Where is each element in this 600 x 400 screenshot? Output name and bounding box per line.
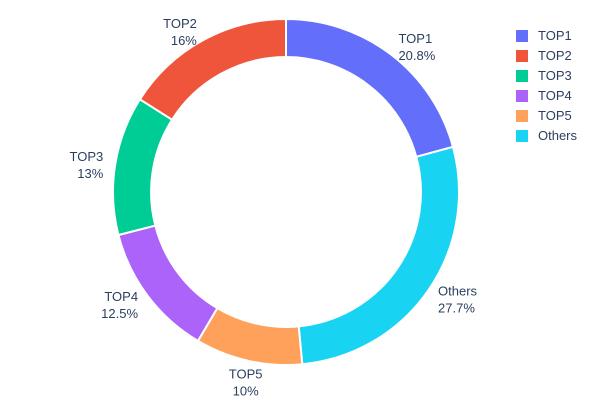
slice-label-percent-top2: 16% xyxy=(171,33,197,48)
legend-swatch-top2 xyxy=(516,50,528,62)
pie-slice-top2[interactable] xyxy=(138,17,287,122)
legend-item-top4[interactable]: TOP4 xyxy=(516,86,577,106)
slice-label-percent-top5: 10% xyxy=(233,384,259,399)
legend-swatch-others xyxy=(516,130,528,142)
legend-label: Others xyxy=(538,128,578,143)
pie-slice-top3[interactable] xyxy=(112,97,174,237)
slice-label-percent-top3: 13% xyxy=(77,166,103,181)
slice-label-name-others: Others xyxy=(438,283,478,298)
slice-label-name-top4: TOP4 xyxy=(104,289,138,304)
legend-label: TOP1 xyxy=(538,28,572,43)
legend-label: TOP5 xyxy=(538,108,572,123)
legend-swatch-top1 xyxy=(516,30,528,42)
legend-item-top2[interactable]: TOP2 xyxy=(516,46,577,66)
slice-label-percent-top1: 20.8% xyxy=(398,48,435,63)
pie-slice-others[interactable] xyxy=(297,145,460,366)
pie-slice-top5[interactable] xyxy=(196,306,304,366)
legend-swatch-top4 xyxy=(516,90,528,102)
slice-label-name-top2: TOP2 xyxy=(163,16,197,31)
slice-label-name-top3: TOP3 xyxy=(70,149,104,164)
legend-label: TOP3 xyxy=(538,68,572,83)
legend-item-top1[interactable]: TOP1 xyxy=(516,26,577,46)
legend-item-top5[interactable]: TOP5 xyxy=(516,106,577,126)
slice-label-percent-top4: 12.5% xyxy=(101,306,138,321)
slice-label-name-top1: TOP1 xyxy=(398,31,432,46)
legend-label: TOP2 xyxy=(538,48,572,63)
legend-label: TOP4 xyxy=(538,88,572,103)
slice-label-percent-others: 27.7% xyxy=(438,300,475,315)
legend-item-top3[interactable]: TOP3 xyxy=(516,66,577,86)
legend-swatch-top5 xyxy=(516,110,528,122)
pie-slice-top4[interactable] xyxy=(117,224,219,343)
legend: TOP1 TOP2 TOP3 TOP4 TOP5 Others xyxy=(516,26,577,146)
legend-item-others[interactable]: Others xyxy=(516,126,577,146)
legend-swatch-top3 xyxy=(516,70,528,82)
slice-label-name-top5: TOP5 xyxy=(229,367,263,382)
